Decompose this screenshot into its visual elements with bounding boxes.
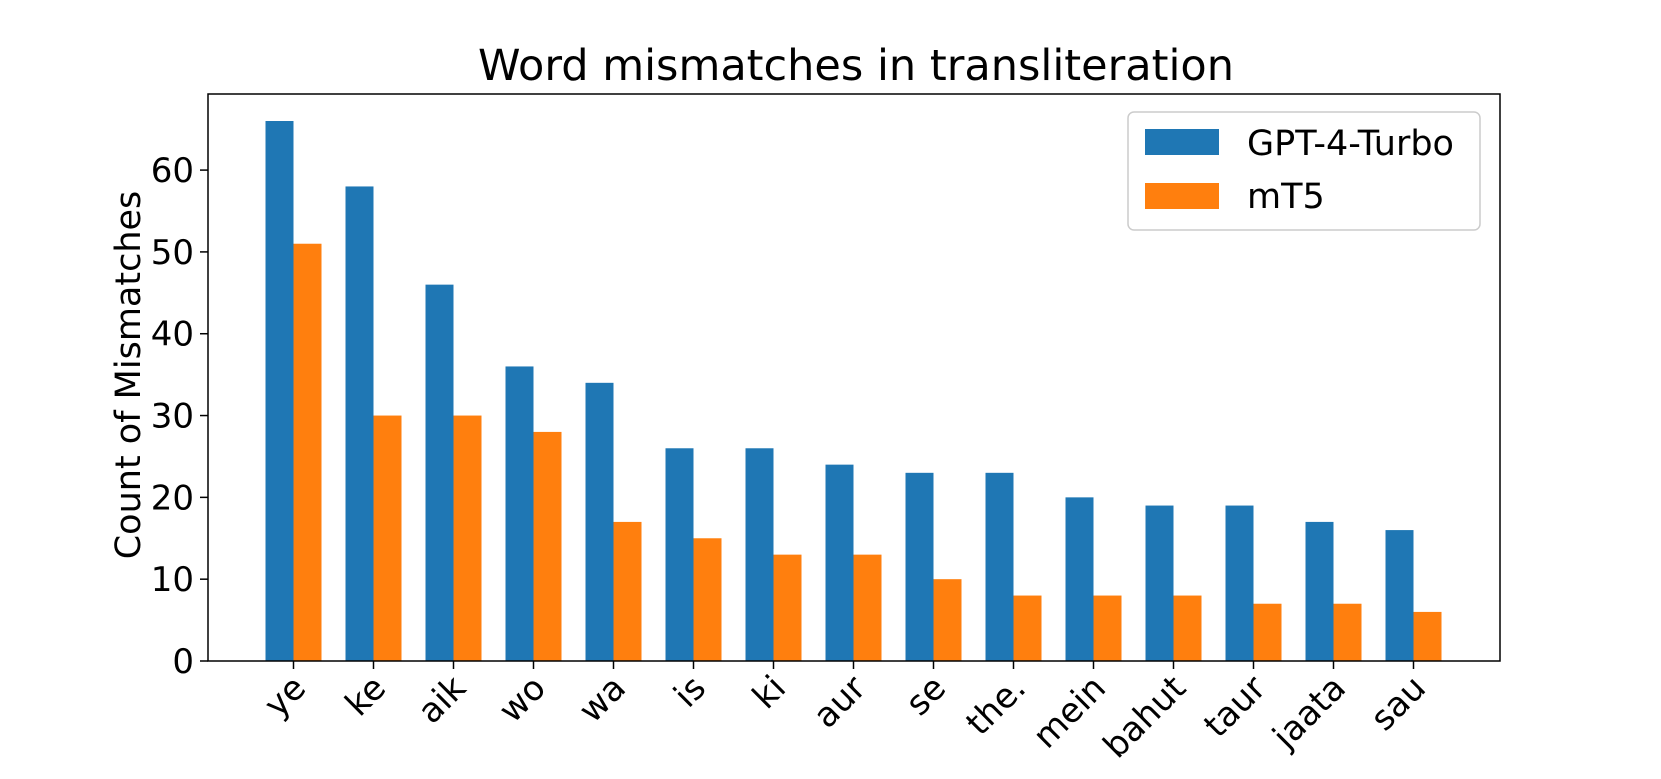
bar-gpt-4-turbo-the	[985, 472, 1014, 661]
bar-gpt-4-turbo-ke	[345, 186, 374, 661]
bars-layer	[265, 121, 1442, 662]
y-tick-label: 40	[151, 315, 194, 355]
bar-gpt-4-turbo-se	[905, 472, 934, 661]
bar-mt5-bahut	[1173, 595, 1202, 661]
legend: GPT-4-Turbo mT5	[1127, 111, 1481, 231]
legend-swatch-mt5	[1145, 183, 1219, 209]
y-tick-label: 0	[172, 642, 194, 682]
y-axis: 0 10 20 30 40 50 60	[151, 151, 208, 682]
legend-swatch-gpt-4-turbo	[1145, 129, 1219, 155]
bar-gpt-4-turbo-is	[665, 448, 694, 661]
bar-mt5-the	[1013, 595, 1042, 661]
bar-mt5-wo	[533, 431, 562, 661]
bar-mt5-is	[693, 538, 722, 661]
bar-mt5-ye	[293, 243, 322, 662]
bar-gpt-4-turbo-taur	[1225, 505, 1254, 661]
y-tick-label: 20	[151, 478, 194, 518]
y-tick-label: 30	[151, 397, 194, 437]
plot-area-frame	[207, 93, 1501, 662]
bar-mt5-mein	[1093, 595, 1122, 661]
bar-gpt-4-turbo-bahut	[1145, 505, 1174, 661]
bar-mt5-wa	[613, 521, 642, 661]
bar-mt5-sau	[1413, 611, 1442, 661]
y-tick-label: 60	[151, 151, 194, 191]
bar-mt5-ki	[773, 554, 802, 661]
bar-gpt-4-turbo-mein	[1065, 497, 1094, 661]
legend-label-mt5: mT5	[1247, 177, 1325, 217]
bar-mt5-aur	[853, 554, 882, 661]
legend-label-gpt-4-turbo: GPT-4-Turbo	[1247, 124, 1454, 164]
bar-mt5-taur	[1253, 603, 1282, 661]
bar-gpt-4-turbo-jaata	[1305, 521, 1334, 661]
bar-mt5-jaata	[1333, 603, 1362, 661]
bar-gpt-4-turbo-sau	[1385, 530, 1414, 661]
bar-gpt-4-turbo-aur	[825, 464, 854, 661]
y-tick-label: 50	[151, 233, 194, 273]
bar-mt5-se	[933, 579, 962, 661]
y-tick-label: 10	[151, 560, 194, 600]
bar-mt5-ke	[373, 415, 402, 661]
bar-gpt-4-turbo-wa	[585, 382, 614, 661]
bar-gpt-4-turbo-ye	[265, 121, 294, 661]
bar-mt5-aik	[453, 415, 482, 661]
chart-title: Word mismatches in transliteration	[478, 41, 1234, 91]
bar-gpt-4-turbo-aik	[425, 284, 454, 661]
bar-gpt-4-turbo-wo	[505, 366, 534, 661]
y-axis-label: Count of Mismatches	[109, 191, 149, 560]
bar-gpt-4-turbo-ki	[745, 448, 774, 661]
